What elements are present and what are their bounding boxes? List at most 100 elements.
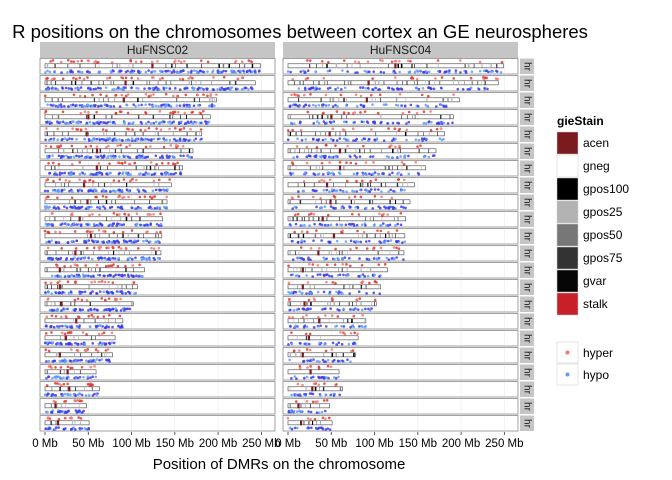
chromosome-row (39, 228, 276, 245)
hypo-point (75, 325, 79, 328)
hyper-point (398, 144, 401, 148)
hypo-point (51, 154, 54, 157)
hypo-point (483, 86, 486, 90)
hypo-point (85, 121, 89, 125)
hyper-point (323, 382, 326, 385)
hyper-point (287, 281, 291, 285)
chromosome-band (172, 114, 174, 119)
hyper-point (427, 94, 430, 98)
hyper-point (179, 60, 183, 64)
hypo-point (80, 154, 84, 158)
hypo-point (318, 87, 321, 91)
centromere-band (330, 114, 333, 120)
x-tick-label: 200 Mb (199, 438, 237, 450)
hypo-point (70, 240, 74, 243)
hypo-point (66, 138, 69, 142)
chromosome-band (304, 216, 305, 221)
chromosome-row (39, 177, 276, 194)
row-strip-label: hr (521, 164, 532, 174)
hypo-point (56, 120, 59, 123)
hypo-point (404, 206, 407, 210)
hypo-point (309, 86, 313, 90)
chromosome-band (137, 233, 140, 238)
hypo-point (296, 426, 299, 430)
hypo-point (286, 138, 290, 142)
row-strip (520, 398, 534, 414)
hypo-point (417, 87, 421, 91)
hyper-point (301, 315, 305, 319)
hyper-point (95, 145, 99, 148)
hyper-point (44, 144, 48, 148)
x-tick-label: 150 Mb (399, 438, 437, 450)
hyper-point (79, 111, 83, 115)
hyper-point (353, 195, 357, 198)
hypo-point (118, 105, 122, 108)
chromosome-band (111, 114, 113, 119)
chromosome-band (375, 131, 377, 136)
hyper-point (290, 331, 293, 334)
hyper-point (296, 212, 300, 216)
chromosome-band (421, 165, 422, 170)
hypo-point (352, 139, 355, 142)
chromosome-band (199, 97, 200, 102)
chromosome-row (39, 160, 276, 177)
hyper-point (380, 195, 383, 199)
hyper-point (104, 264, 108, 268)
hypo-point (328, 241, 332, 244)
chromosome-band (91, 335, 92, 340)
hyper-point (118, 213, 121, 216)
hypo-point (86, 103, 89, 107)
hypo-point (352, 325, 356, 329)
hyper-point (105, 129, 108, 132)
hyper-point (339, 93, 343, 97)
hypo-point (72, 274, 76, 278)
hypo-point (79, 120, 83, 124)
hyper-point (290, 93, 293, 97)
hyper-point (429, 110, 432, 113)
hyper-point (124, 246, 128, 250)
hypo-point (174, 171, 178, 175)
chromosome-band (90, 267, 93, 272)
hyper-point (288, 315, 291, 319)
centromere-band (58, 284, 61, 290)
hypo-point (305, 343, 309, 346)
hypo-point (316, 427, 319, 431)
hyper-point (96, 349, 100, 353)
hypo-point (98, 70, 102, 74)
hyper-point (117, 179, 121, 183)
hypo-point (386, 122, 389, 125)
chromosome-band (295, 131, 297, 136)
hypo-point (187, 105, 190, 108)
chromosome-band (57, 97, 59, 102)
chromosome-ideogram (287, 114, 454, 120)
hypo-point (135, 274, 138, 278)
hypo-point (297, 409, 301, 413)
hypo-point (44, 291, 47, 294)
hypo-point (83, 104, 87, 108)
hypo-point (143, 87, 146, 90)
chromosome-band (364, 148, 365, 153)
hypo-point (178, 172, 182, 176)
hypo-point (96, 172, 100, 176)
chromosome-band (396, 97, 398, 102)
hyper-point (173, 110, 177, 114)
hypo-point (104, 139, 108, 142)
hypo-point (102, 189, 106, 192)
hypo-point (123, 120, 126, 124)
hypo-point (58, 171, 62, 175)
hypo-point (55, 173, 59, 176)
chromosome-band (350, 199, 352, 204)
hypo-point (359, 188, 362, 192)
hyper-point (79, 128, 83, 132)
hypo-point (303, 86, 307, 90)
row-panel (39, 296, 276, 313)
hypo-point (144, 122, 148, 125)
hyper-point (348, 264, 352, 268)
chromosome-band (343, 165, 345, 170)
chromosome-band (395, 131, 397, 136)
chromosome-band (158, 182, 160, 187)
chromosome-band (496, 63, 498, 68)
hyper-point (352, 314, 356, 318)
chromosome-row (282, 279, 519, 296)
